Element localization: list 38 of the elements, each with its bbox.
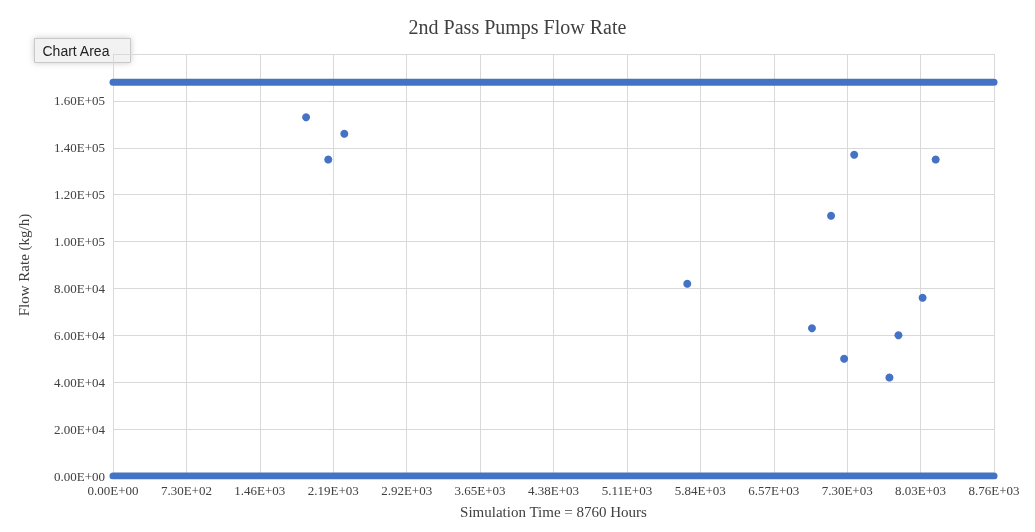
y-tick-label: 1.20E+05 — [53, 187, 105, 203]
y-tick-label: 2.00E+04 — [53, 421, 106, 437]
point — [840, 354, 849, 363]
point — [340, 129, 349, 138]
y-tick-label: 6.00E+04 — [53, 327, 106, 343]
text: Chart Area — [42, 42, 110, 59]
y-tick-label: 1.60E+05 — [53, 93, 105, 109]
point — [302, 113, 311, 122]
point — [885, 373, 894, 382]
x-tick-label: 6.57E+03 — [748, 483, 800, 498]
y-tick-label: 1.00E+05 — [53, 234, 105, 250]
x-tick-label: 0.00E+00 — [87, 483, 139, 498]
point — [931, 155, 940, 164]
y-tick-label: 0.00E+00 — [53, 468, 105, 484]
x-tick-label: 5.11E+03 — [601, 483, 653, 498]
x-tick-label: 7.30E+03 — [821, 483, 873, 498]
point — [324, 155, 333, 164]
x-tick-label: 3.65E+03 — [454, 483, 506, 498]
x-tick-label: 1.46E+03 — [234, 483, 286, 498]
x-tick-label: 2.92E+03 — [381, 483, 433, 498]
x-tick-label: 2.19E+03 — [307, 483, 359, 498]
point — [894, 331, 903, 340]
x-tick-label: 7.30E+02 — [160, 483, 212, 498]
x-axis-title: Simulation Time = 8760 Hours — [460, 503, 648, 520]
point — [807, 324, 816, 333]
x-tick-label: 8.76E+03 — [968, 483, 1020, 498]
y-axis-title: Flow Rate (kg/h) — [15, 213, 33, 317]
x-tick-label: 5.84E+03 — [674, 483, 726, 498]
x-tick-label: 8.03E+03 — [895, 483, 947, 498]
point — [683, 279, 692, 288]
y-tick-label: 4.00E+04 — [53, 374, 106, 390]
point — [850, 150, 859, 159]
point — [827, 211, 836, 220]
y-tick-label: 8.00E+04 — [53, 280, 106, 296]
x-tick-label: 4.38E+03 — [527, 483, 580, 498]
y-tick-label: 1.40E+05 — [53, 140, 105, 156]
chart-title: 2nd Pass Pumps Flow Rate — [408, 16, 627, 39]
point — [918, 293, 927, 302]
